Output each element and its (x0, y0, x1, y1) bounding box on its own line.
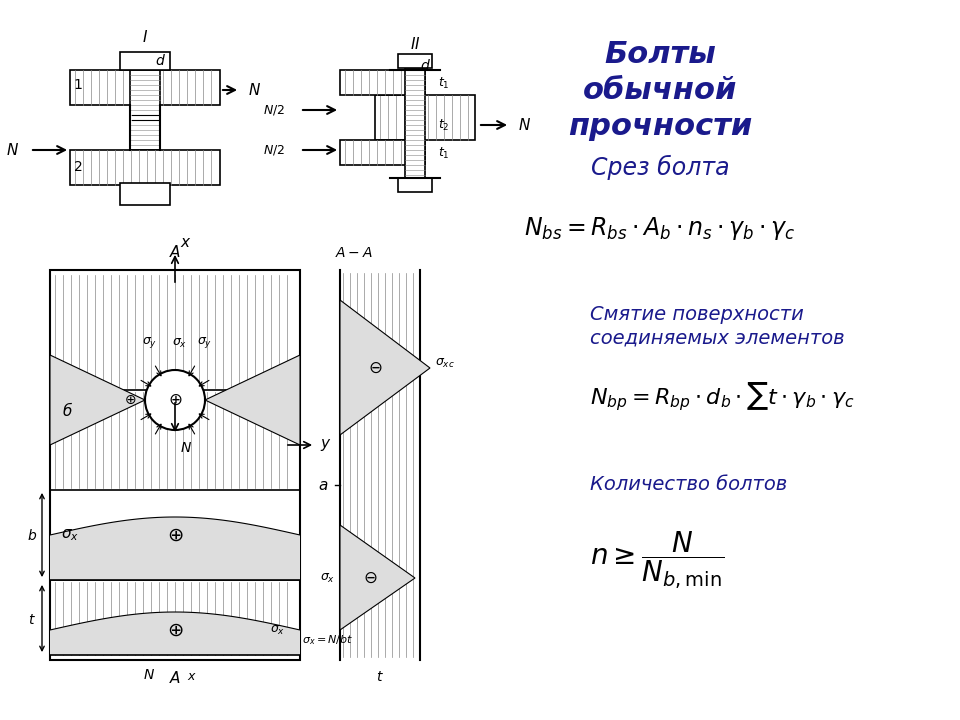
FancyBboxPatch shape (398, 54, 432, 68)
FancyBboxPatch shape (120, 183, 170, 205)
Text: $\sigma_x = N/bt$: $\sigma_x = N/bt$ (302, 633, 353, 647)
FancyBboxPatch shape (398, 178, 432, 192)
FancyBboxPatch shape (120, 52, 170, 70)
Text: Смятие поверхности
соединяемых элементов: Смятие поверхности соединяемых элементов (590, 305, 845, 348)
FancyBboxPatch shape (50, 270, 300, 660)
Text: $t$: $t$ (376, 670, 384, 684)
Text: $б$: $б$ (62, 401, 73, 419)
Text: $\sigma_x$: $\sigma_x$ (173, 337, 187, 350)
Text: $\ominus$: $\ominus$ (368, 359, 382, 377)
Text: $d$: $d$ (155, 53, 166, 68)
Text: $N_{bs} = R_{bs} \cdot A_b \cdot n_s \cdot \gamma_b \cdot \gamma_c$: $N_{bs} = R_{bs} \cdot A_b \cdot n_s \cd… (524, 215, 796, 242)
Text: $a$: $a$ (318, 477, 328, 492)
Text: $n \geq \dfrac{N}{N_{b,\mathrm{min}}}$: $n \geq \dfrac{N}{N_{b,\mathrm{min}}}$ (590, 530, 724, 591)
Text: $N/2$: $N/2$ (263, 103, 285, 117)
FancyBboxPatch shape (340, 140, 425, 165)
Text: $t_2$: $t_2$ (438, 117, 449, 132)
Text: $1$: $1$ (73, 78, 83, 92)
Text: $\sigma_y$: $\sigma_y$ (198, 335, 212, 350)
Text: $A$: $A$ (169, 670, 181, 686)
Polygon shape (50, 355, 145, 445)
Text: $x$: $x$ (180, 235, 192, 250)
Text: $\oplus$: $\oplus$ (168, 391, 182, 409)
Polygon shape (340, 525, 415, 630)
Text: $N_{bp} = R_{bp} \cdot d_b \cdot \sum t \cdot \gamma_b \cdot \gamma_c$: $N_{bp} = R_{bp} \cdot d_b \cdot \sum t … (590, 380, 854, 413)
Polygon shape (340, 300, 430, 435)
Text: $x$: $x$ (187, 670, 197, 683)
Circle shape (145, 370, 205, 430)
Text: $t$: $t$ (28, 613, 36, 627)
Text: $N$: $N$ (143, 668, 155, 682)
Text: $I$: $I$ (142, 29, 148, 45)
Text: $\sigma_{xc}$: $\sigma_{xc}$ (435, 356, 455, 369)
Text: $\ominus$: $\ominus$ (363, 569, 377, 587)
Text: $N$: $N$ (248, 82, 261, 98)
Text: $\sigma_x$: $\sigma_x$ (320, 572, 335, 585)
Text: $\oplus$: $\oplus$ (124, 393, 136, 407)
Text: $N$: $N$ (6, 142, 18, 158)
Text: $2$: $2$ (73, 160, 83, 174)
FancyBboxPatch shape (375, 95, 475, 140)
FancyBboxPatch shape (340, 70, 425, 95)
Text: $d$: $d$ (420, 58, 431, 73)
Text: $\sigma_y$: $\sigma_y$ (142, 335, 157, 350)
Text: $A-A$: $A-A$ (335, 246, 372, 260)
Text: $y$: $y$ (320, 437, 331, 453)
Text: $N$: $N$ (180, 441, 192, 455)
Text: Болты
обычной
прочности: Болты обычной прочности (568, 40, 752, 141)
Text: $t_1$: $t_1$ (438, 145, 449, 161)
Text: $N/2$: $N/2$ (263, 143, 285, 157)
Text: $A$: $A$ (169, 244, 181, 260)
FancyBboxPatch shape (130, 70, 160, 150)
Text: $\sigma_x$: $\sigma_x$ (61, 527, 79, 543)
FancyBboxPatch shape (405, 68, 425, 178)
Text: Количество болтов: Количество болтов (590, 475, 787, 494)
Text: Срез болта: Срез болта (590, 155, 730, 180)
Text: $\sigma_x$: $\sigma_x$ (270, 624, 285, 636)
Text: $N$: $N$ (518, 117, 531, 133)
Text: $\oplus$: $\oplus$ (167, 621, 183, 639)
Text: $b$: $b$ (27, 528, 37, 542)
Text: $\oplus$: $\oplus$ (167, 526, 183, 544)
Text: $II$: $II$ (410, 36, 420, 52)
FancyBboxPatch shape (70, 150, 220, 185)
Polygon shape (205, 355, 300, 445)
FancyBboxPatch shape (70, 70, 220, 105)
Text: $t_1$: $t_1$ (438, 76, 449, 91)
